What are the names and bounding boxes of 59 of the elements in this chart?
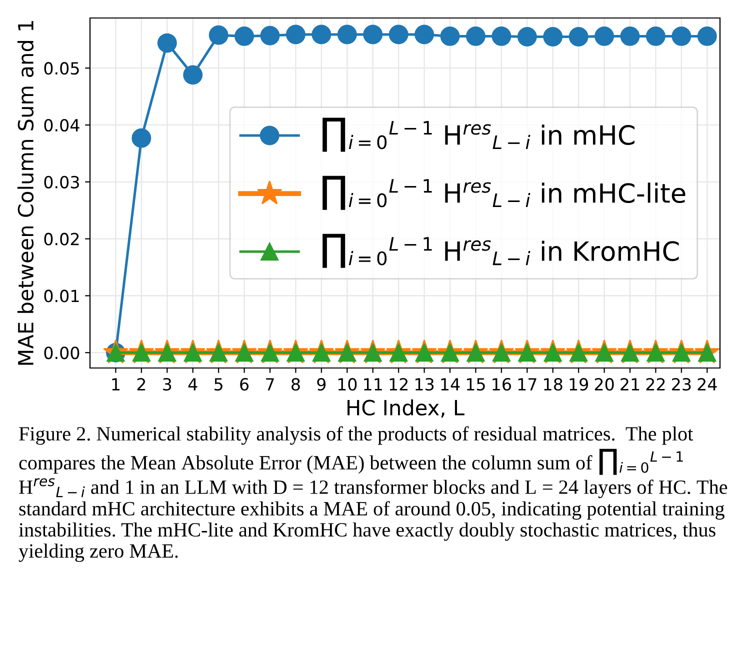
point <box>568 27 588 47</box>
point <box>132 128 152 148</box>
y-tick-label: 0.00 <box>44 346 80 360</box>
point <box>646 26 666 46</box>
point <box>337 24 357 44</box>
x-tick-label: 15 <box>466 378 485 391</box>
point <box>440 26 460 46</box>
x-tick-label: 16 <box>492 378 511 391</box>
x-tick-label: 24 <box>698 378 717 390</box>
point <box>260 26 280 46</box>
x-tick-label: 4 <box>188 378 198 390</box>
y-tick-label: 0.04 <box>44 118 80 132</box>
x-tick-label: 20 <box>594 378 614 391</box>
x-tick-label: 6 <box>240 378 249 391</box>
x-tick-label: 9 <box>317 378 326 391</box>
y-tick-label: 0.03 <box>44 176 79 188</box>
text: Figure 2. Numerical stability analysis of the products of residual matrices. The plot compares the Mean Absolute Error (MAE) between the column sum of ∏$_{i=0}$$^{L−1}$ H$^{res}$$_{L−i}$ and 1 in an LLM with D = 12 transformer blocks and L = 24 layers of HC. The standard mHC architecture exhibits a MAE of around 0.05, indicating potential training instabilities. The mHC-lite and KromHC have exactly doubly stochastic matrices, thus yielding zero MAE. <box>18 426 728 562</box>
x-tick-label: 1 <box>112 378 120 390</box>
point <box>543 27 563 47</box>
point <box>183 65 203 85</box>
x-tick-label: 18 <box>544 378 562 391</box>
y-tick-label: 0.02 <box>44 232 79 246</box>
x-tick-label: 12 <box>390 378 408 390</box>
x-tick-label: 8 <box>292 378 300 391</box>
point <box>620 26 640 46</box>
x-tick-label: 5 <box>214 378 222 391</box>
x-tick-label: 19 <box>570 378 588 391</box>
legend-label: ∏$_{i=0}$$^{L−1}$ H$^{res}$$_{L−i}$ in KromHC <box>322 234 679 268</box>
y-tick-label: 0.05 <box>44 62 79 75</box>
point <box>208 25 228 45</box>
x-tick-label: 21 <box>620 378 640 390</box>
x-tick-label: 14 <box>441 378 460 390</box>
x-tick-label: 11 <box>364 378 382 390</box>
x-tick-label: 13 <box>416 378 434 391</box>
point <box>363 24 383 44</box>
point <box>312 24 332 44</box>
x-tick-label: 10 <box>338 378 357 391</box>
y-axis-title: MAE between Column Sum and 1 <box>17 21 34 365</box>
x-tick-label: 22 <box>646 378 665 390</box>
point <box>492 26 512 46</box>
x-tick-label: 23 <box>672 378 691 391</box>
point <box>414 24 434 44</box>
x-tick-label: 7 <box>266 378 274 390</box>
legend-label: ∏$_{i=0}$$^{L−1}$ H$^{res}$$_{L−i}$ in mHC <box>322 118 634 152</box>
x-axis-title: HC Index, L <box>348 399 464 418</box>
point <box>234 26 254 46</box>
point <box>466 26 486 46</box>
point <box>157 33 177 53</box>
x-tick-label: 17 <box>518 378 536 390</box>
point <box>517 27 537 47</box>
point <box>388 24 408 44</box>
point <box>672 26 692 46</box>
point <box>286 24 306 44</box>
y-tick-label: 0.01 <box>44 290 79 302</box>
point <box>594 26 614 46</box>
x-tick-label: 3 <box>163 378 172 391</box>
legend-label: ∏$_{i=0}$$^{L−1}$ H$^{res}$$_{L−i}$ in mHC-lite <box>322 176 686 210</box>
x-tick-label: 2 <box>137 378 146 390</box>
point <box>697 26 717 46</box>
